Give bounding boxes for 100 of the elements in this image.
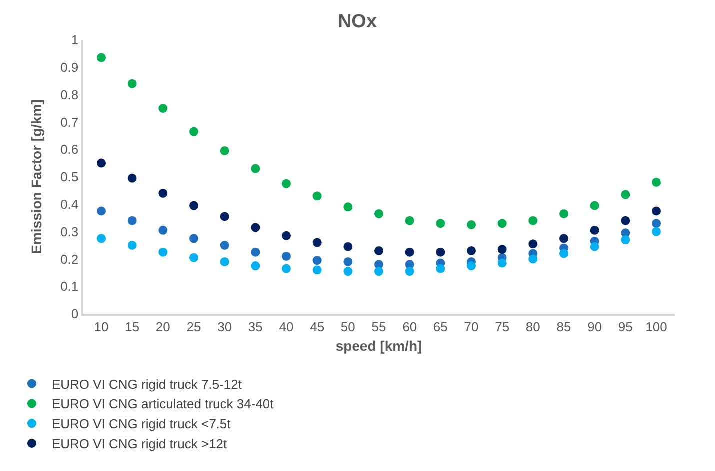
x-tick-label: 80: [526, 319, 540, 334]
y-tick-label: 0.3: [60, 224, 79, 240]
point: [590, 242, 600, 252]
y-tick-label: 0.1: [60, 279, 79, 294]
point: [621, 216, 630, 226]
point: [97, 158, 106, 168]
point: [97, 206, 106, 216]
point: [220, 146, 230, 156]
point: [467, 220, 476, 230]
point: [621, 236, 630, 245]
point: [652, 178, 661, 187]
x-tick-label: 15: [125, 319, 140, 334]
y-tick-label: 0.9: [60, 60, 79, 75]
x-tick-label: 95: [618, 319, 633, 334]
point: [282, 179, 291, 188]
point: [652, 206, 661, 216]
point: [158, 226, 168, 235]
point: [158, 188, 168, 198]
point: [312, 238, 322, 248]
point: [220, 257, 230, 266]
x-tick-label: 35: [248, 319, 263, 334]
x-tick-label: 20: [156, 319, 170, 334]
x-tick-label: 55: [372, 319, 386, 334]
legend-label: EURO VI CNG rigid truck >12t: [52, 436, 228, 452]
point: [436, 264, 446, 274]
point: [128, 79, 137, 88]
point: [560, 249, 568, 258]
point: [467, 262, 476, 271]
x-tick-label: 75: [495, 319, 510, 334]
x-axis-title: speed [km/h]: [336, 338, 422, 354]
point: [344, 242, 353, 252]
point: [467, 246, 476, 256]
legend-label: EURO VI CNG rigid truck 7.5-12t: [52, 376, 242, 392]
point: [528, 240, 538, 249]
y-tick-label: 0: [71, 306, 79, 322]
point: [652, 227, 661, 236]
point: [97, 53, 106, 62]
x-tick-label: 40: [279, 319, 294, 334]
point: [374, 209, 384, 218]
point: [312, 256, 322, 266]
point: [344, 202, 353, 212]
point: [190, 253, 198, 262]
point: [282, 231, 291, 240]
point: [158, 248, 168, 257]
y-tick-label: 0.6: [60, 142, 79, 158]
x-tick-label: 65: [433, 319, 448, 334]
point: [590, 226, 600, 235]
point: [128, 241, 137, 250]
point: [251, 262, 260, 271]
point: [652, 219, 661, 228]
point: [498, 245, 507, 254]
point: [436, 219, 446, 228]
point: [251, 223, 260, 232]
y-tick-label: 0.4: [60, 196, 79, 212]
y-tick-label: 0.8: [60, 87, 79, 102]
point: [344, 267, 353, 276]
point: [312, 192, 322, 201]
point: [282, 252, 291, 261]
point: [405, 267, 414, 276]
point: [312, 266, 322, 275]
point: [251, 164, 260, 174]
point: [282, 264, 291, 274]
point: [190, 201, 198, 210]
legend-label: EURO VI CNG articulated truck 34-40t: [52, 396, 274, 412]
point: [158, 104, 168, 113]
point: [528, 216, 538, 226]
point: [220, 212, 230, 222]
y-tick-label: 0.7: [60, 114, 79, 130]
point: [374, 267, 384, 276]
x-tick-label: 85: [556, 319, 572, 334]
y-axis-title: Emission Factor [g/km]: [28, 100, 45, 254]
point: [190, 234, 198, 244]
y-tick-label: 1: [71, 32, 79, 48]
x-tick-label: 30: [218, 319, 232, 334]
point: [97, 234, 106, 244]
x-tick-label: 100: [646, 319, 668, 334]
point: [128, 174, 137, 183]
point: [498, 258, 507, 268]
x-tick-label: 90: [588, 319, 602, 334]
point: [560, 209, 568, 218]
point: [128, 216, 137, 226]
y-tick-label: 0.2: [60, 252, 79, 267]
point: [251, 248, 260, 257]
point: [528, 254, 538, 264]
point: [405, 248, 414, 257]
point: [220, 241, 230, 250]
y-tick-label: 0.5: [60, 170, 79, 185]
point: [374, 246, 384, 256]
point: [405, 216, 414, 226]
x-tick-label: 60: [402, 319, 418, 334]
point: [621, 190, 630, 200]
point: [498, 219, 507, 228]
x-tick-label: 50: [340, 319, 356, 334]
point: [436, 248, 446, 257]
point: [590, 201, 600, 210]
x-tick-label: 70: [464, 319, 479, 334]
point: [344, 257, 353, 266]
x-tick-label: 45: [310, 319, 325, 334]
point: [190, 127, 198, 136]
legend-label: EURO VI CNG rigid truck <7.5t: [52, 416, 232, 432]
